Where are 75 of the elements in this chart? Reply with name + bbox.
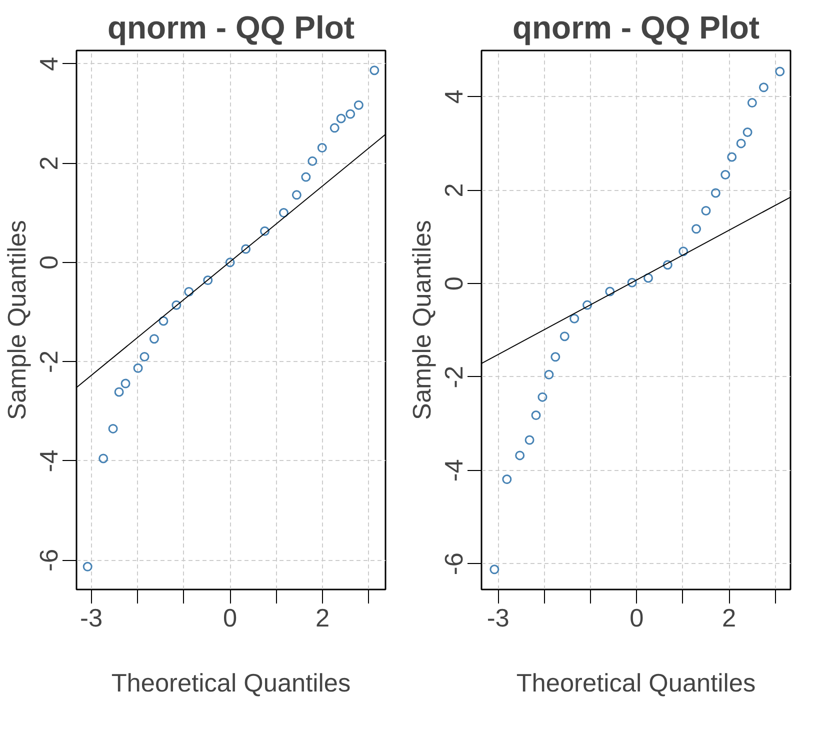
point (172, 300, 182, 310)
point (747, 98, 757, 108)
point (531, 410, 541, 420)
point (120, 378, 130, 388)
point (538, 392, 548, 402)
point (301, 172, 311, 182)
point (742, 127, 752, 137)
point (678, 246, 688, 256)
point (82, 562, 92, 572)
point (502, 474, 512, 484)
y-tick-label: 4 (440, 90, 468, 104)
x-axis-title: Theoretical Quantiles (111, 670, 351, 698)
point (370, 66, 380, 76)
point (627, 278, 637, 288)
point (336, 114, 346, 124)
point (317, 143, 327, 153)
point (727, 152, 737, 162)
y-tick-label: -4 (36, 450, 64, 472)
y-tick-label: -6 (440, 552, 468, 576)
point (98, 454, 108, 464)
y-tick-label: -6 (36, 548, 64, 572)
y-tick-label: 0 (36, 255, 64, 270)
x-tick-label: 0 (223, 604, 238, 632)
x-tick-label: 0 (630, 604, 644, 632)
point (775, 66, 785, 76)
point (758, 82, 768, 92)
point (490, 564, 500, 574)
chart-title: qnorm - QQ Plot (107, 10, 355, 46)
point (582, 300, 592, 310)
y-tick-label: -4 (440, 459, 468, 482)
point (662, 260, 672, 270)
point (108, 424, 118, 434)
point (570, 314, 580, 324)
y-tick-label: 4 (36, 56, 64, 71)
y-axis-title: Sample Quantiles (408, 220, 436, 420)
x-tick-label: 2 (316, 604, 330, 632)
point (736, 138, 746, 148)
point (292, 190, 302, 200)
point (114, 387, 124, 397)
x-axis-title: Theoretical Quantiles (516, 670, 756, 698)
point (149, 334, 159, 344)
point (710, 188, 720, 198)
point (701, 206, 711, 216)
point (643, 273, 653, 283)
point (544, 370, 554, 380)
point (560, 332, 570, 342)
point (260, 226, 270, 236)
x-tick-label: -3 (486, 604, 510, 632)
point (133, 363, 143, 373)
y-tick-label: 0 (440, 276, 468, 291)
x-tick-label: -3 (80, 604, 103, 632)
point (550, 352, 560, 362)
point (330, 123, 340, 133)
y-tick-label: 2 (440, 183, 468, 198)
y-tick-label: 2 (36, 156, 64, 170)
point (346, 109, 356, 119)
y-axis-title: Sample Quantiles (4, 220, 32, 420)
point (278, 208, 288, 218)
y-tick-label: -2 (36, 350, 64, 373)
point (692, 224, 702, 234)
point (720, 170, 730, 180)
point (241, 244, 251, 254)
point (308, 156, 318, 166)
point (158, 316, 168, 326)
point (354, 100, 364, 110)
point (184, 286, 194, 296)
point (225, 258, 235, 268)
point (203, 276, 213, 286)
y-tick-label: -2 (440, 366, 468, 388)
point (140, 352, 150, 362)
point (524, 435, 534, 445)
x-tick-label: 2 (722, 604, 736, 632)
point (605, 286, 615, 296)
point (515, 450, 525, 460)
chart-title: qnorm - QQ Plot (512, 10, 760, 46)
